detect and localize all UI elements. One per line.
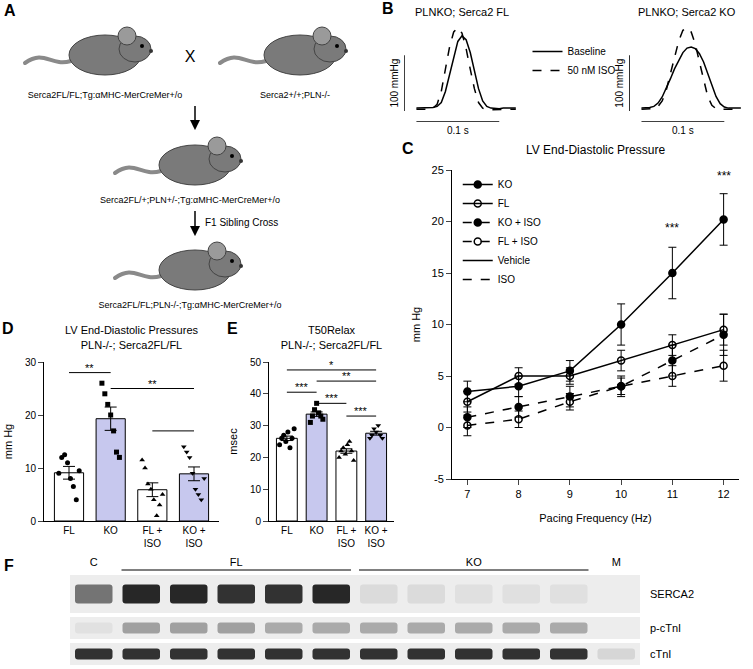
- svg-text:ISO: ISO: [498, 274, 515, 285]
- svg-text:Vehicle: Vehicle: [498, 255, 531, 266]
- svg-text:50 nM ISO: 50 nM ISO: [568, 65, 616, 76]
- svg-text:Serca2FL/+;PLN+/-;Tg:αMHC-MerC: Serca2FL/+;PLN+/-;Tg:αMHC-MerCreMer+/o: [100, 195, 280, 205]
- svg-text:***: ***: [295, 381, 309, 393]
- svg-text:Serca2+/+;PLN-/-: Serca2+/+;PLN-/-: [260, 90, 330, 100]
- svg-text:50: 50: [250, 357, 262, 368]
- svg-text:FL: FL: [63, 525, 75, 536]
- html-text:E: E: [227, 320, 238, 337]
- svg-text:30: 30: [25, 357, 37, 368]
- html-text:D: D: [2, 320, 14, 337]
- svg-text:LV End-Diastolic Pressure: LV End-Diastolic Pressure: [526, 143, 665, 157]
- svg-text:20: 20: [432, 215, 444, 227]
- svg-text:8: 8: [516, 488, 522, 500]
- svg-text:30: 30: [250, 420, 262, 431]
- svg-text:KO + ISO: KO + ISO: [498, 217, 541, 228]
- svg-text:KO: KO: [498, 179, 513, 190]
- svg-text:FL +ISO: FL +ISO: [336, 525, 356, 549]
- svg-text:FL: FL: [281, 525, 293, 536]
- svg-text:FL: FL: [230, 556, 243, 568]
- svg-text:***: ***: [717, 169, 731, 183]
- svg-text:***: ***: [354, 405, 368, 417]
- svg-text:FL: FL: [498, 198, 510, 209]
- svg-text:15: 15: [432, 267, 444, 279]
- svg-text:Serca2FL/FL;Tg:αMHC-MerCreMer+: Serca2FL/FL;Tg:αMHC-MerCreMer+/o: [28, 90, 183, 100]
- svg-text:5: 5: [438, 370, 444, 382]
- svg-text:11: 11: [667, 488, 678, 500]
- svg-text:10: 10: [432, 318, 444, 330]
- svg-text:**: **: [148, 378, 157, 390]
- svg-text:M: M: [612, 556, 621, 568]
- svg-text:FL + ISO: FL + ISO: [498, 236, 538, 247]
- svg-text:T50RelaxPLN-/-; Serca2FL/FL: T50RelaxPLN-/-; Serca2FL/FL: [281, 324, 382, 350]
- svg-text:12: 12: [717, 488, 729, 500]
- svg-text:F: F: [4, 557, 14, 574]
- html-text:B: B: [382, 0, 394, 17]
- svg-text:20: 20: [25, 410, 37, 421]
- svg-text:PLNKO; Serca2 FL: PLNKO; Serca2 FL: [415, 6, 509, 18]
- svg-text:10: 10: [250, 484, 262, 495]
- svg-text:KO: KO: [466, 556, 482, 568]
- svg-text:-5: -5: [434, 473, 444, 485]
- svg-text:A: A: [4, 2, 16, 19]
- svg-text:***: ***: [325, 392, 339, 404]
- svg-text:msec: msec: [227, 428, 239, 455]
- svg-text:***: ***: [665, 221, 679, 235]
- svg-text:KO: KO: [309, 525, 324, 536]
- svg-text:Pacing Frequency (Hz): Pacing Frequency (Hz): [539, 512, 652, 524]
- svg-text:0.1 s: 0.1 s: [447, 125, 469, 136]
- svg-text:40: 40: [250, 388, 262, 399]
- svg-text:FL +ISO: FL +ISO: [142, 525, 162, 549]
- svg-text:25: 25: [432, 164, 444, 176]
- svg-text:Baseline: Baseline: [568, 46, 607, 57]
- svg-text:KO +ISO: KO +ISO: [182, 525, 205, 549]
- svg-text:LV End-Diastolic PressuresPLN-: LV End-Diastolic PressuresPLN-/-; Serca2…: [65, 324, 199, 350]
- svg-text:KO +ISO: KO +ISO: [365, 525, 388, 549]
- svg-text:100 mmHg: 100 mmHg: [614, 59, 625, 108]
- svg-text:F1 Sibling Cross: F1 Sibling Cross: [205, 217, 278, 228]
- svg-text:SERCA2: SERCA2: [650, 588, 694, 600]
- svg-text:20: 20: [250, 452, 262, 463]
- svg-text:**: **: [342, 370, 351, 382]
- svg-text:PLNKO; Serca2 KO: PLNKO; Serca2 KO: [638, 6, 736, 18]
- svg-text:C: C: [90, 556, 98, 568]
- svg-text:0: 0: [255, 516, 261, 527]
- svg-text:cTnI: cTnI: [650, 648, 671, 660]
- svg-text:mm Hg: mm Hg: [2, 424, 14, 459]
- svg-text:0.1 s: 0.1 s: [672, 125, 694, 136]
- svg-text:10: 10: [615, 488, 627, 500]
- svg-text:0: 0: [438, 421, 444, 433]
- svg-text:X: X: [185, 48, 196, 65]
- svg-text:Serca2FL/FL;PLN-/-;Tg:αMHC-Mer: Serca2FL/FL;PLN-/-;Tg:αMHC-MerCreMer+/o: [99, 300, 282, 310]
- svg-text:9: 9: [567, 488, 573, 500]
- svg-text:mm Hg: mm Hg: [410, 307, 422, 342]
- svg-text:100 mmHg: 100 mmHg: [389, 59, 400, 108]
- svg-text:**: **: [85, 362, 94, 374]
- svg-text:0: 0: [30, 516, 36, 527]
- svg-text:10: 10: [25, 463, 37, 474]
- svg-text:*: *: [329, 359, 334, 371]
- svg-text:KO: KO: [103, 525, 118, 536]
- svg-text:7: 7: [464, 488, 470, 500]
- svg-text:p-cTnI: p-cTnI: [650, 622, 681, 634]
- html-text:C: C: [402, 140, 414, 157]
